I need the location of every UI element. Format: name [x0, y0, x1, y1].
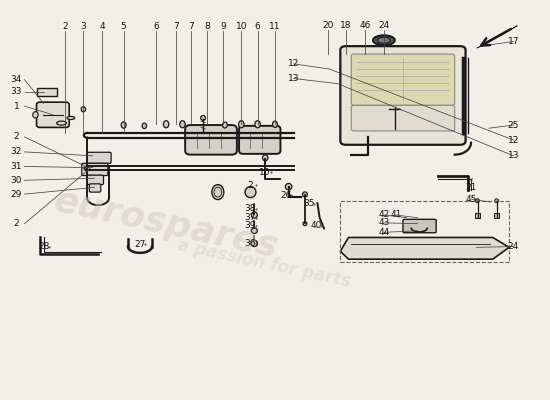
- FancyBboxPatch shape: [351, 54, 455, 105]
- Text: 2: 2: [14, 132, 19, 141]
- Text: 7: 7: [188, 22, 194, 31]
- Ellipse shape: [245, 186, 256, 198]
- Ellipse shape: [81, 107, 86, 112]
- Text: 37: 37: [245, 213, 256, 222]
- Text: 39: 39: [245, 221, 256, 230]
- Text: a passion for parts: a passion for parts: [176, 236, 353, 290]
- Text: 17: 17: [508, 37, 519, 46]
- Ellipse shape: [121, 122, 126, 128]
- Text: 4: 4: [100, 22, 105, 31]
- Ellipse shape: [273, 121, 277, 128]
- FancyBboxPatch shape: [185, 125, 237, 155]
- Ellipse shape: [222, 122, 227, 128]
- Text: 13: 13: [288, 74, 300, 83]
- Ellipse shape: [377, 37, 390, 43]
- Ellipse shape: [494, 199, 498, 203]
- FancyBboxPatch shape: [82, 163, 108, 176]
- Polygon shape: [476, 26, 518, 48]
- Text: 2: 2: [63, 22, 68, 31]
- Ellipse shape: [251, 212, 257, 218]
- Text: 29: 29: [10, 190, 22, 198]
- Text: 25: 25: [508, 120, 519, 130]
- Ellipse shape: [373, 35, 395, 45]
- Ellipse shape: [180, 121, 185, 128]
- FancyBboxPatch shape: [340, 46, 465, 145]
- Ellipse shape: [142, 123, 146, 129]
- Ellipse shape: [262, 155, 268, 161]
- Ellipse shape: [163, 121, 169, 128]
- Ellipse shape: [239, 121, 244, 128]
- Text: 3: 3: [80, 22, 86, 31]
- Text: 18: 18: [340, 21, 351, 30]
- Text: 24: 24: [508, 242, 519, 251]
- Text: 46: 46: [359, 21, 371, 30]
- Text: 13: 13: [508, 151, 519, 160]
- Text: 6: 6: [255, 22, 261, 31]
- Text: 38: 38: [245, 204, 256, 213]
- Bar: [36, 88, 57, 96]
- Text: 40: 40: [310, 221, 322, 230]
- Polygon shape: [340, 238, 509, 259]
- Text: 42: 42: [378, 210, 389, 220]
- FancyBboxPatch shape: [403, 219, 436, 233]
- Text: 34: 34: [10, 75, 22, 84]
- Text: 10: 10: [235, 22, 247, 31]
- Bar: [340, 201, 509, 262]
- Ellipse shape: [201, 116, 206, 120]
- Text: 32: 32: [10, 147, 22, 156]
- Text: 41: 41: [390, 210, 402, 220]
- Ellipse shape: [251, 240, 257, 246]
- Ellipse shape: [212, 185, 224, 200]
- Text: 6: 6: [153, 22, 159, 31]
- Text: 35: 35: [303, 200, 315, 208]
- FancyBboxPatch shape: [351, 105, 455, 131]
- Text: 2: 2: [14, 219, 19, 228]
- Text: 7: 7: [173, 22, 179, 31]
- Bar: [475, 214, 480, 218]
- Ellipse shape: [476, 199, 480, 203]
- Text: 8: 8: [204, 22, 210, 31]
- Text: 12: 12: [508, 136, 519, 144]
- Text: eurospares: eurospares: [51, 183, 282, 264]
- FancyBboxPatch shape: [87, 152, 111, 163]
- Text: 11: 11: [270, 22, 280, 31]
- Text: 5: 5: [121, 22, 126, 31]
- FancyBboxPatch shape: [36, 102, 69, 128]
- Bar: [494, 214, 499, 218]
- Text: 45: 45: [465, 195, 477, 204]
- Ellipse shape: [67, 116, 75, 120]
- Text: 1: 1: [14, 102, 19, 111]
- Ellipse shape: [285, 184, 292, 190]
- Text: 9: 9: [221, 22, 226, 31]
- Text: 24: 24: [378, 21, 389, 30]
- FancyBboxPatch shape: [87, 175, 103, 185]
- Text: 43: 43: [378, 218, 389, 227]
- Ellipse shape: [302, 192, 307, 197]
- Ellipse shape: [255, 121, 260, 128]
- FancyBboxPatch shape: [89, 184, 101, 192]
- Text: 33: 33: [10, 87, 22, 96]
- Text: 2: 2: [248, 180, 254, 190]
- Text: 28: 28: [38, 242, 50, 251]
- Text: 30: 30: [10, 176, 22, 185]
- Text: 21: 21: [465, 183, 477, 192]
- Ellipse shape: [303, 222, 307, 226]
- Text: 26: 26: [280, 191, 292, 200]
- Text: 20: 20: [323, 21, 334, 30]
- Ellipse shape: [251, 228, 257, 234]
- Ellipse shape: [32, 112, 38, 118]
- Text: 12: 12: [288, 60, 300, 68]
- Text: 10: 10: [260, 168, 271, 177]
- Text: 44: 44: [378, 228, 389, 237]
- Text: 36: 36: [245, 239, 256, 248]
- FancyBboxPatch shape: [239, 126, 280, 154]
- Text: 31: 31: [10, 162, 22, 171]
- Text: 27: 27: [134, 240, 146, 249]
